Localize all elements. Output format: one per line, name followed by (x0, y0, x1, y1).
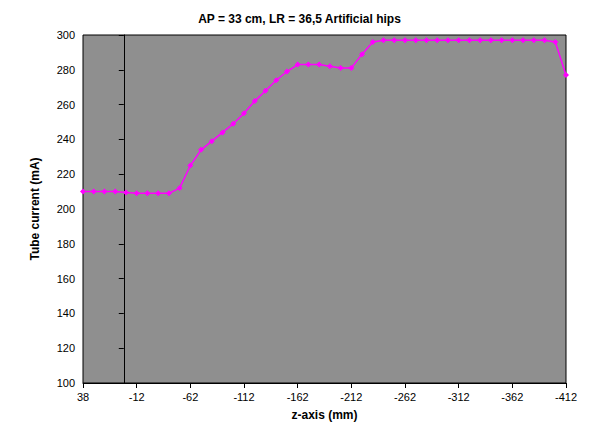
svg-text:160: 160 (57, 273, 75, 285)
svg-text:300: 300 (57, 29, 75, 41)
svg-text:Tube current (mA): Tube current (mA) (28, 157, 42, 260)
svg-text:-412: -412 (555, 391, 577, 403)
svg-text:-312: -312 (448, 391, 470, 403)
svg-text:120: 120 (57, 342, 75, 354)
svg-text:-162: -162 (287, 391, 309, 403)
svg-text:-62: -62 (182, 391, 198, 403)
svg-text:-112: -112 (233, 391, 254, 403)
svg-text:AP = 33 cm, LR = 36,5 Artifici: AP = 33 cm, LR = 36,5 Artificial hips (198, 12, 401, 26)
svg-text:140: 140 (57, 307, 75, 319)
svg-text:-212: -212 (340, 391, 362, 403)
svg-text:240: 240 (57, 133, 75, 145)
svg-text:-362: -362 (501, 391, 523, 403)
svg-text:-12: -12 (129, 391, 145, 403)
svg-text:38: 38 (77, 391, 89, 403)
svg-text:280: 280 (57, 64, 75, 76)
svg-text:200: 200 (57, 203, 75, 215)
svg-text:z-axis (mm): z-axis (mm) (291, 408, 357, 422)
svg-text:220: 220 (57, 168, 75, 180)
svg-text:180: 180 (57, 238, 75, 250)
svg-text:-262: -262 (394, 391, 416, 403)
svg-text:100: 100 (57, 377, 75, 389)
svg-text:260: 260 (57, 99, 75, 111)
